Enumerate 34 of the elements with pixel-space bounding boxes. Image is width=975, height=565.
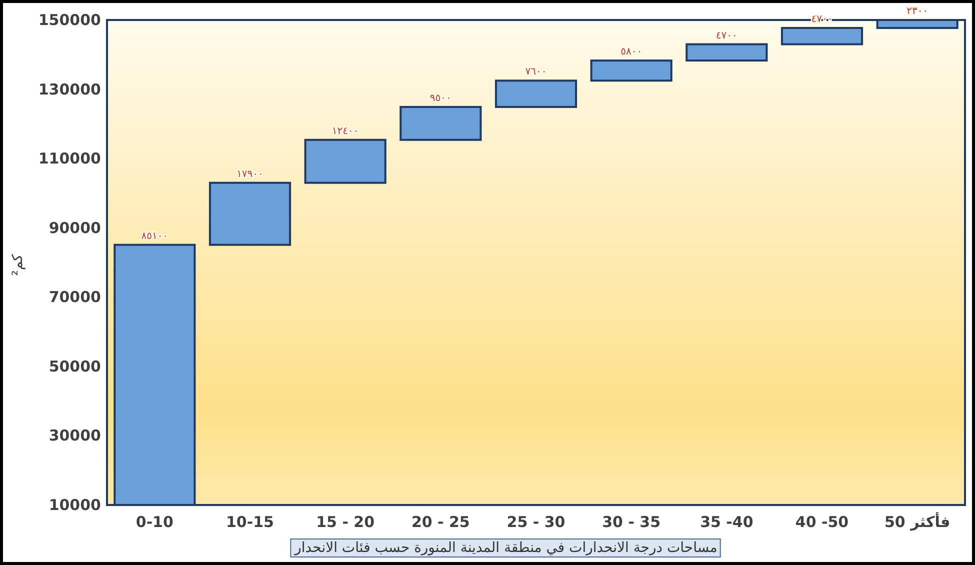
bar <box>686 43 768 62</box>
data-label: ٥٨٠٠ <box>620 46 642 58</box>
data-label: ٤٧٠٠ <box>716 30 738 42</box>
y-tick-label: 150000 <box>38 11 101 29</box>
y-tick-label: 130000 <box>38 80 101 98</box>
y-tick-label: 10000 <box>48 496 101 514</box>
data-label: ٢٣٠٠ <box>906 6 928 17</box>
data-label: ١٢٤٠٠ <box>332 126 359 137</box>
y-tick-label: 70000 <box>48 288 101 306</box>
bar <box>590 60 672 82</box>
data-label: ٨٥١٠٠ <box>141 230 168 242</box>
x-tick-label: 40 -50 <box>795 513 849 531</box>
x-tick-label: 50 فأكثر <box>884 512 950 531</box>
y-tick-label: 50000 <box>48 357 101 376</box>
bar <box>304 138 386 184</box>
x-tick-label: 25 - 30 <box>506 513 566 531</box>
x-tick-label: 30 - 35 <box>602 513 661 531</box>
data-label: ١٧٩٠٠ <box>236 168 264 180</box>
y-tick-label: 110000 <box>38 150 101 168</box>
bar <box>208 182 292 246</box>
bar <box>400 106 482 141</box>
y-tick-label: 90000 <box>48 218 101 237</box>
bar <box>780 26 864 46</box>
x-tick-label: 0-10 <box>136 513 174 531</box>
bar <box>494 80 578 108</box>
x-tick-label: 15 - 20 <box>316 513 375 531</box>
x-tick-label: 35 -40 <box>700 513 754 531</box>
x-tick-label: 10-15 <box>226 513 274 531</box>
data-label: ٧٦٠٠ <box>525 66 547 78</box>
y-tick-label: 30000 <box>48 426 101 445</box>
x-axis-title: مساحات درجة الانحدارات في منطقة المدينة المنورة حسب فئات الانحدار <box>294 540 718 556</box>
y-axis-title: كم² <box>10 254 26 276</box>
x-tick-label: 20 - 25 <box>411 513 470 531</box>
data-label: ٩٥٠٠ <box>430 92 452 104</box>
